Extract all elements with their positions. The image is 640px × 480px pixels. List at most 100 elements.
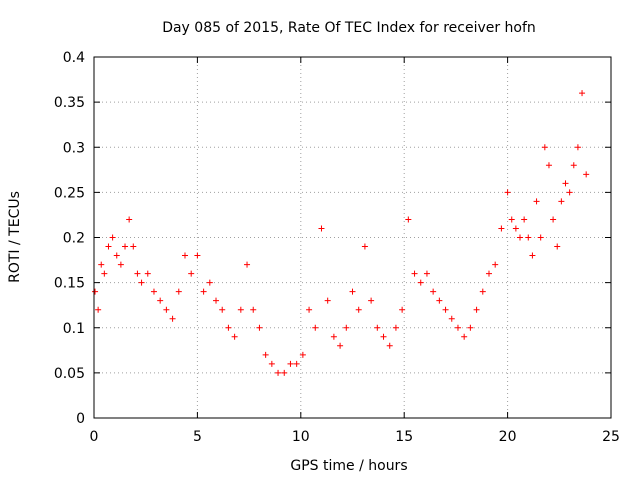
y-axis-label: ROTI / TECUs bbox=[7, 191, 23, 283]
data-point bbox=[157, 297, 164, 304]
data-point bbox=[150, 288, 157, 295]
chart-title: Day 085 of 2015, Rate Of TEC Index for r… bbox=[162, 20, 536, 36]
data-point bbox=[330, 333, 337, 340]
data-point bbox=[181, 252, 188, 259]
data-point bbox=[213, 297, 220, 304]
data-point bbox=[268, 360, 275, 367]
data-point bbox=[492, 261, 499, 268]
data-point bbox=[122, 243, 129, 250]
x-tick-label: 25 bbox=[602, 429, 620, 445]
data-point bbox=[188, 270, 195, 277]
data-point bbox=[200, 288, 207, 295]
data-point bbox=[411, 270, 418, 277]
y-tick-label: 0.05 bbox=[54, 366, 85, 382]
y-tick-label: 0.25 bbox=[54, 185, 85, 201]
data-point bbox=[454, 324, 461, 331]
y-tick-label: 0.15 bbox=[54, 276, 85, 292]
data-point bbox=[343, 324, 350, 331]
data-point bbox=[430, 288, 437, 295]
y-tick-label: 0.3 bbox=[63, 140, 85, 156]
data-point bbox=[417, 279, 424, 286]
data-point bbox=[117, 261, 124, 268]
data-point bbox=[473, 306, 480, 313]
data-point bbox=[355, 306, 362, 313]
y-tick-label: 0 bbox=[76, 411, 85, 427]
data-point bbox=[237, 306, 244, 313]
data-point bbox=[485, 270, 492, 277]
data-point bbox=[175, 288, 182, 295]
data-point bbox=[461, 333, 468, 340]
data-point bbox=[380, 333, 387, 340]
data-point bbox=[504, 189, 511, 196]
data-point bbox=[479, 288, 486, 295]
data-point bbox=[368, 297, 375, 304]
data-point bbox=[256, 324, 263, 331]
data-point bbox=[337, 342, 344, 349]
data-point bbox=[169, 315, 176, 322]
axis-ticks: 0 5 10 15 20 25 0 0.05 0.1 0.15 0.2 0.25 0.3 0.35 0.4 bbox=[54, 50, 620, 445]
data-point bbox=[512, 225, 519, 232]
data-point bbox=[574, 144, 581, 151]
data-point bbox=[392, 324, 399, 331]
data-points bbox=[92, 90, 590, 376]
data-point bbox=[521, 216, 528, 223]
data-point bbox=[405, 216, 412, 223]
data-point bbox=[399, 306, 406, 313]
data-point bbox=[583, 171, 590, 178]
data-point bbox=[126, 216, 133, 223]
data-point bbox=[525, 234, 532, 241]
x-tick-label: 5 bbox=[193, 429, 202, 445]
data-point bbox=[262, 351, 269, 358]
data-point bbox=[306, 306, 313, 313]
data-point bbox=[144, 270, 151, 277]
data-point bbox=[467, 324, 474, 331]
data-point bbox=[287, 360, 294, 367]
data-point bbox=[98, 261, 105, 268]
data-point bbox=[101, 270, 108, 277]
plot-frame bbox=[93, 56, 612, 419]
data-point bbox=[318, 225, 325, 232]
data-point bbox=[113, 252, 120, 259]
data-point bbox=[109, 234, 116, 241]
data-point bbox=[299, 351, 306, 358]
data-point bbox=[95, 306, 102, 313]
data-point bbox=[105, 243, 112, 250]
data-point bbox=[361, 243, 368, 250]
data-point bbox=[550, 216, 557, 223]
data-point bbox=[194, 252, 201, 259]
data-point bbox=[275, 369, 282, 376]
data-point bbox=[537, 234, 544, 241]
data-point bbox=[579, 90, 586, 97]
data-point bbox=[508, 216, 515, 223]
y-tick-label: 0.35 bbox=[54, 95, 85, 111]
grid bbox=[94, 57, 611, 418]
x-tick-label: 10 bbox=[292, 429, 310, 445]
data-point bbox=[498, 225, 505, 232]
data-point bbox=[386, 342, 393, 349]
data-point bbox=[225, 324, 232, 331]
data-point bbox=[529, 252, 536, 259]
data-point bbox=[312, 324, 319, 331]
data-point bbox=[517, 234, 524, 241]
data-point bbox=[570, 162, 577, 169]
x-axis-label: GPS time / hours bbox=[290, 458, 407, 474]
data-point bbox=[324, 297, 331, 304]
data-point bbox=[206, 279, 213, 286]
data-point bbox=[448, 315, 455, 322]
data-point bbox=[92, 288, 99, 295]
y-tick-label: 0.4 bbox=[63, 50, 85, 66]
data-point bbox=[250, 306, 257, 313]
data-point bbox=[442, 306, 449, 313]
data-point bbox=[541, 144, 548, 151]
x-tick-label: 20 bbox=[499, 429, 517, 445]
data-point bbox=[545, 162, 552, 169]
data-point bbox=[244, 261, 251, 268]
data-point bbox=[558, 198, 565, 205]
data-point bbox=[130, 243, 137, 250]
data-point bbox=[293, 360, 300, 367]
data-point bbox=[436, 297, 443, 304]
data-point bbox=[134, 270, 141, 277]
data-point bbox=[219, 306, 226, 313]
data-point bbox=[349, 288, 356, 295]
